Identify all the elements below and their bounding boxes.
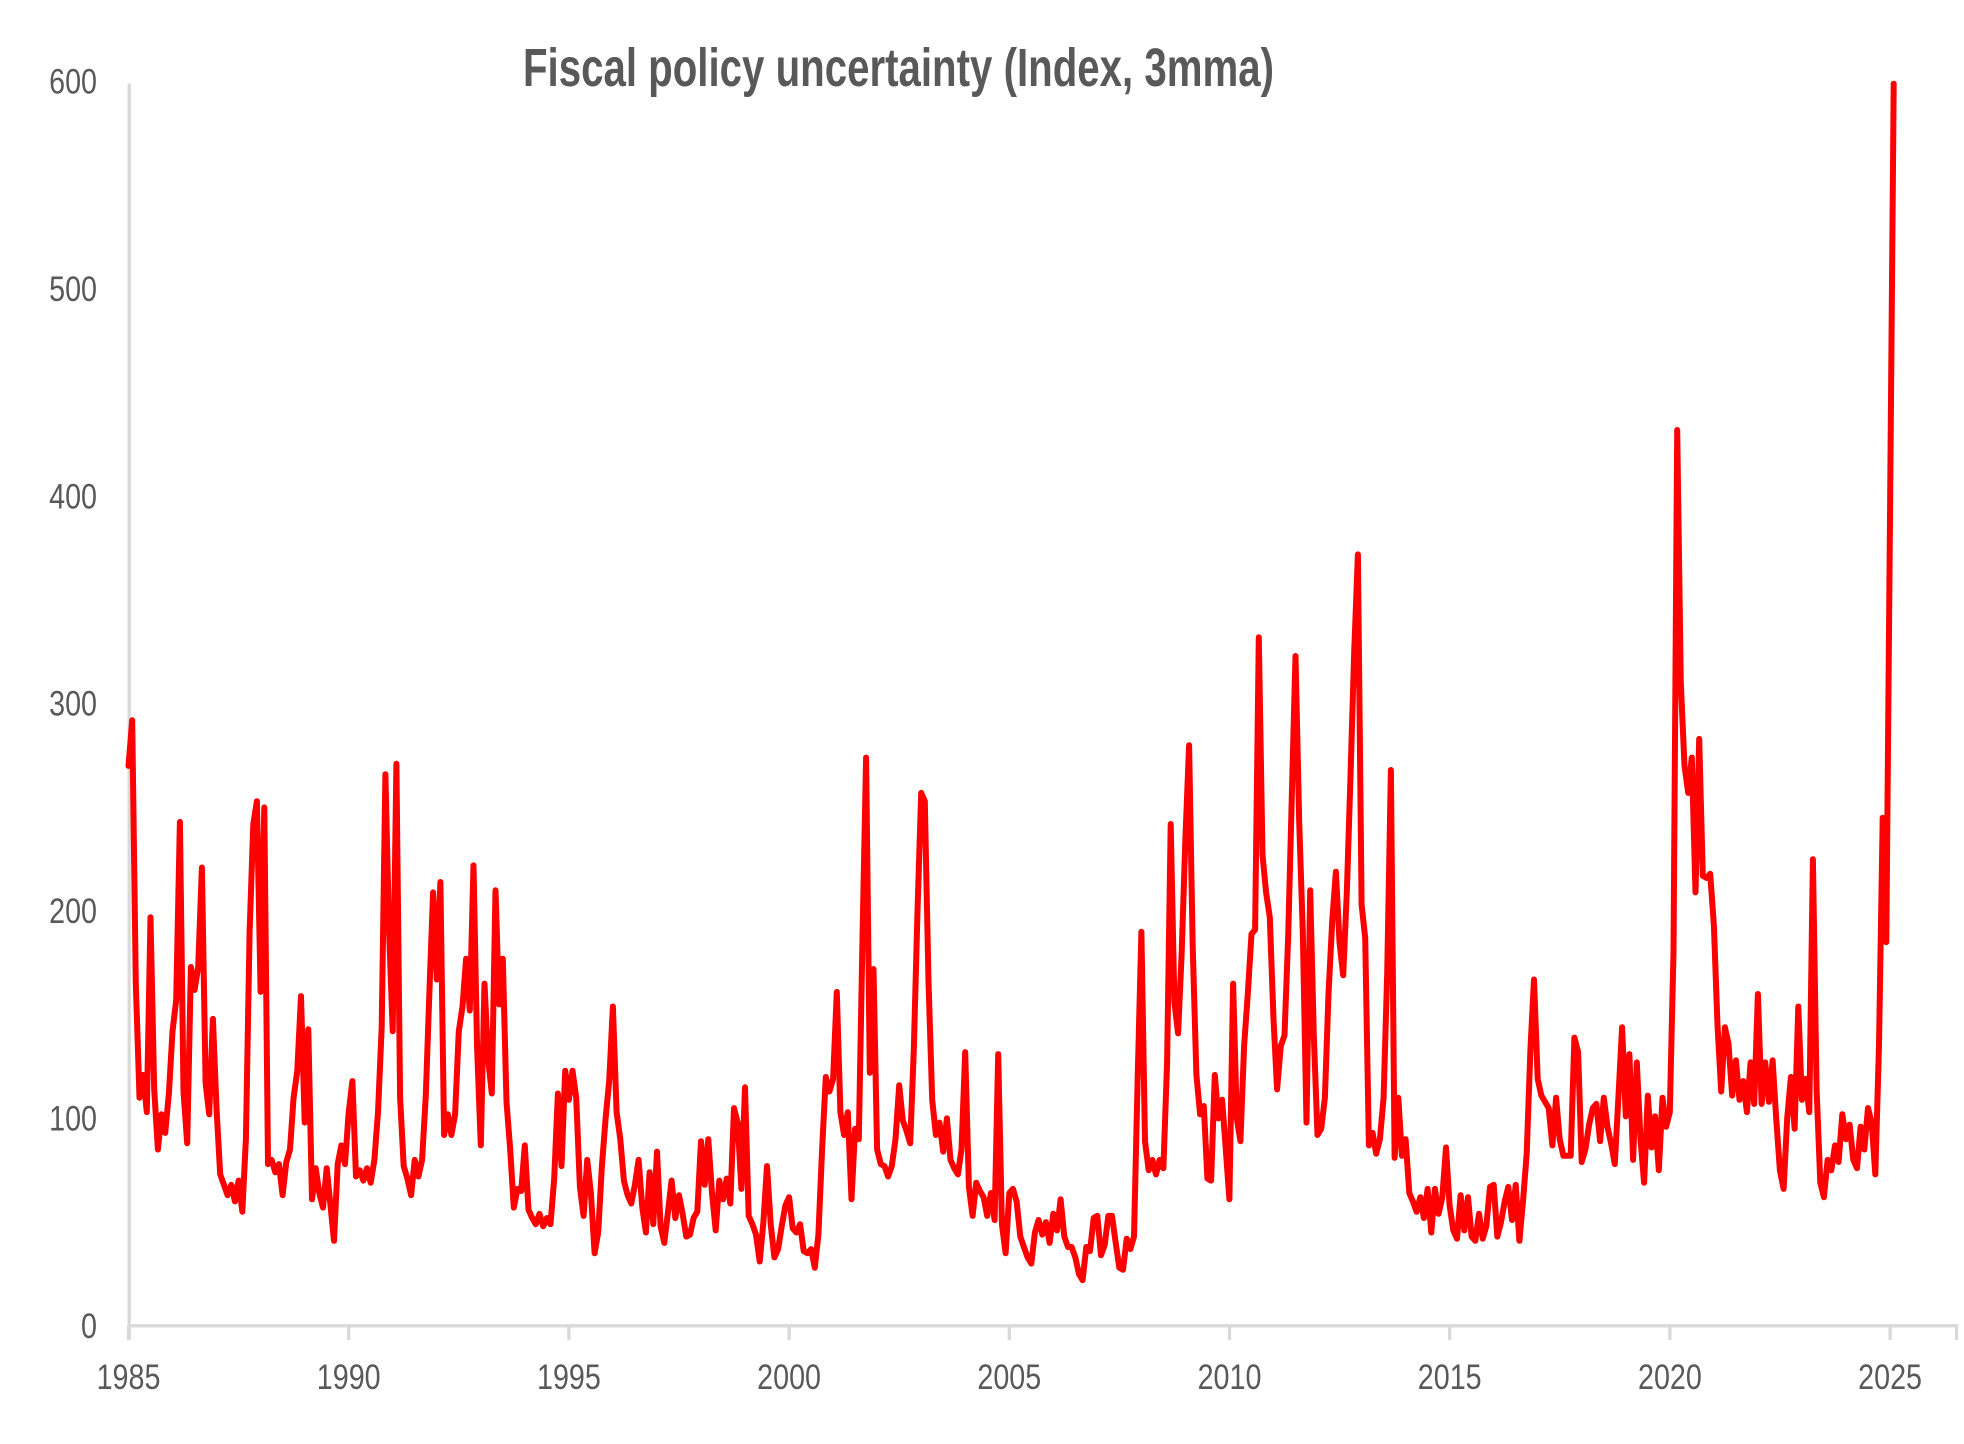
svg-text:Fiscal policy uncertainty (Ind: Fiscal policy uncertainty (Index, 3mma)	[523, 38, 1274, 98]
svg-text:1985: 1985	[97, 1357, 161, 1396]
svg-text:2005: 2005	[977, 1357, 1041, 1396]
svg-text:300: 300	[49, 684, 97, 723]
svg-text:2010: 2010	[1198, 1357, 1262, 1396]
svg-text:2015: 2015	[1418, 1357, 1482, 1396]
svg-text:200: 200	[49, 891, 97, 930]
svg-text:600: 600	[49, 62, 97, 101]
svg-text:1990: 1990	[317, 1357, 381, 1396]
svg-text:1995: 1995	[537, 1357, 601, 1396]
svg-text:2020: 2020	[1638, 1357, 1702, 1396]
svg-text:2025: 2025	[1858, 1357, 1922, 1396]
svg-text:2000: 2000	[757, 1357, 821, 1396]
svg-text:500: 500	[49, 269, 97, 308]
svg-text:400: 400	[49, 477, 97, 516]
svg-text:100: 100	[49, 1099, 97, 1138]
svg-text:0: 0	[81, 1306, 97, 1345]
